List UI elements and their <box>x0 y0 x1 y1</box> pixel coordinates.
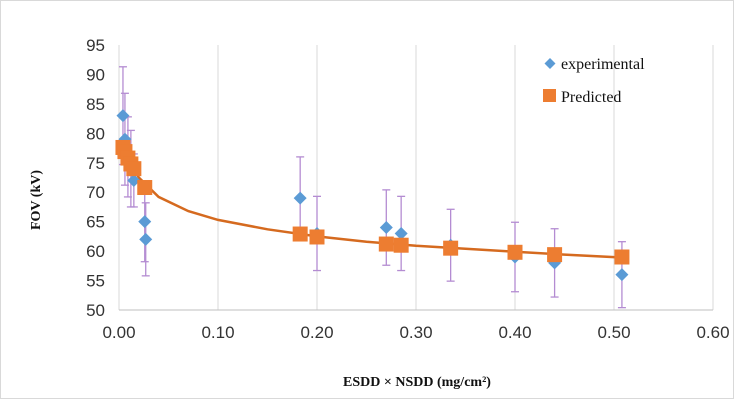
y-tick-label: 80 <box>86 124 105 143</box>
x-tick-label: 0.30 <box>399 323 432 342</box>
y-tick-label: 65 <box>86 213 105 232</box>
x-tick-label: 0.60 <box>696 323 729 342</box>
y-tick-label: 55 <box>86 272 105 291</box>
x-tick-label: 0.00 <box>102 323 135 342</box>
predicted-point <box>309 229 325 245</box>
x-tick-label: 0.40 <box>498 323 531 342</box>
predicted-point <box>614 249 630 265</box>
x-tick-label: 0.50 <box>597 323 630 342</box>
predicted-series <box>115 139 630 265</box>
predicted-point <box>292 226 308 242</box>
experimental-point <box>379 221 393 235</box>
x-axis-title: ESDD × NSDD (mg/cm²) <box>343 375 491 390</box>
legend-predicted-marker <box>543 89 556 102</box>
y-axis-title: FOV (kV) <box>29 170 44 230</box>
y-tick-label: 60 <box>86 242 105 261</box>
axes <box>118 45 713 311</box>
experimental-point <box>127 173 141 187</box>
y-tick-label: 85 <box>86 95 105 114</box>
experimental-point <box>138 215 152 229</box>
predicted-point <box>507 244 523 260</box>
predicted-point <box>137 180 153 196</box>
x-tick-label: 0.10 <box>201 323 234 342</box>
predicted-point <box>443 240 459 256</box>
predicted-point <box>393 237 409 253</box>
legend-predicted-label: Predicted <box>561 89 621 106</box>
y-tick-label: 70 <box>86 183 105 202</box>
experimental-point <box>615 268 629 282</box>
predicted-point <box>126 161 142 177</box>
experimental-point <box>394 226 408 240</box>
legend-experimental-marker <box>544 58 556 69</box>
y-tick-label: 95 <box>86 36 105 55</box>
legend: experimental Predicted <box>543 56 645 106</box>
y-tick-label: 90 <box>86 65 105 84</box>
y-tick-label: 50 <box>86 301 105 320</box>
legend-experimental-label: experimental <box>561 56 645 73</box>
predicted-point <box>378 236 394 252</box>
y-tick-label: 75 <box>86 154 105 173</box>
experimental-point <box>139 232 153 246</box>
experimental-point <box>116 109 130 123</box>
experimental-point <box>293 191 307 205</box>
tick-labels: 0.00 0.10 0.20 0.30 0.40 0.50 0.60 50 55 60 65 70 75… <box>86 36 729 342</box>
predicted-point <box>547 247 563 263</box>
x-tick-label: 0.20 <box>300 323 333 342</box>
